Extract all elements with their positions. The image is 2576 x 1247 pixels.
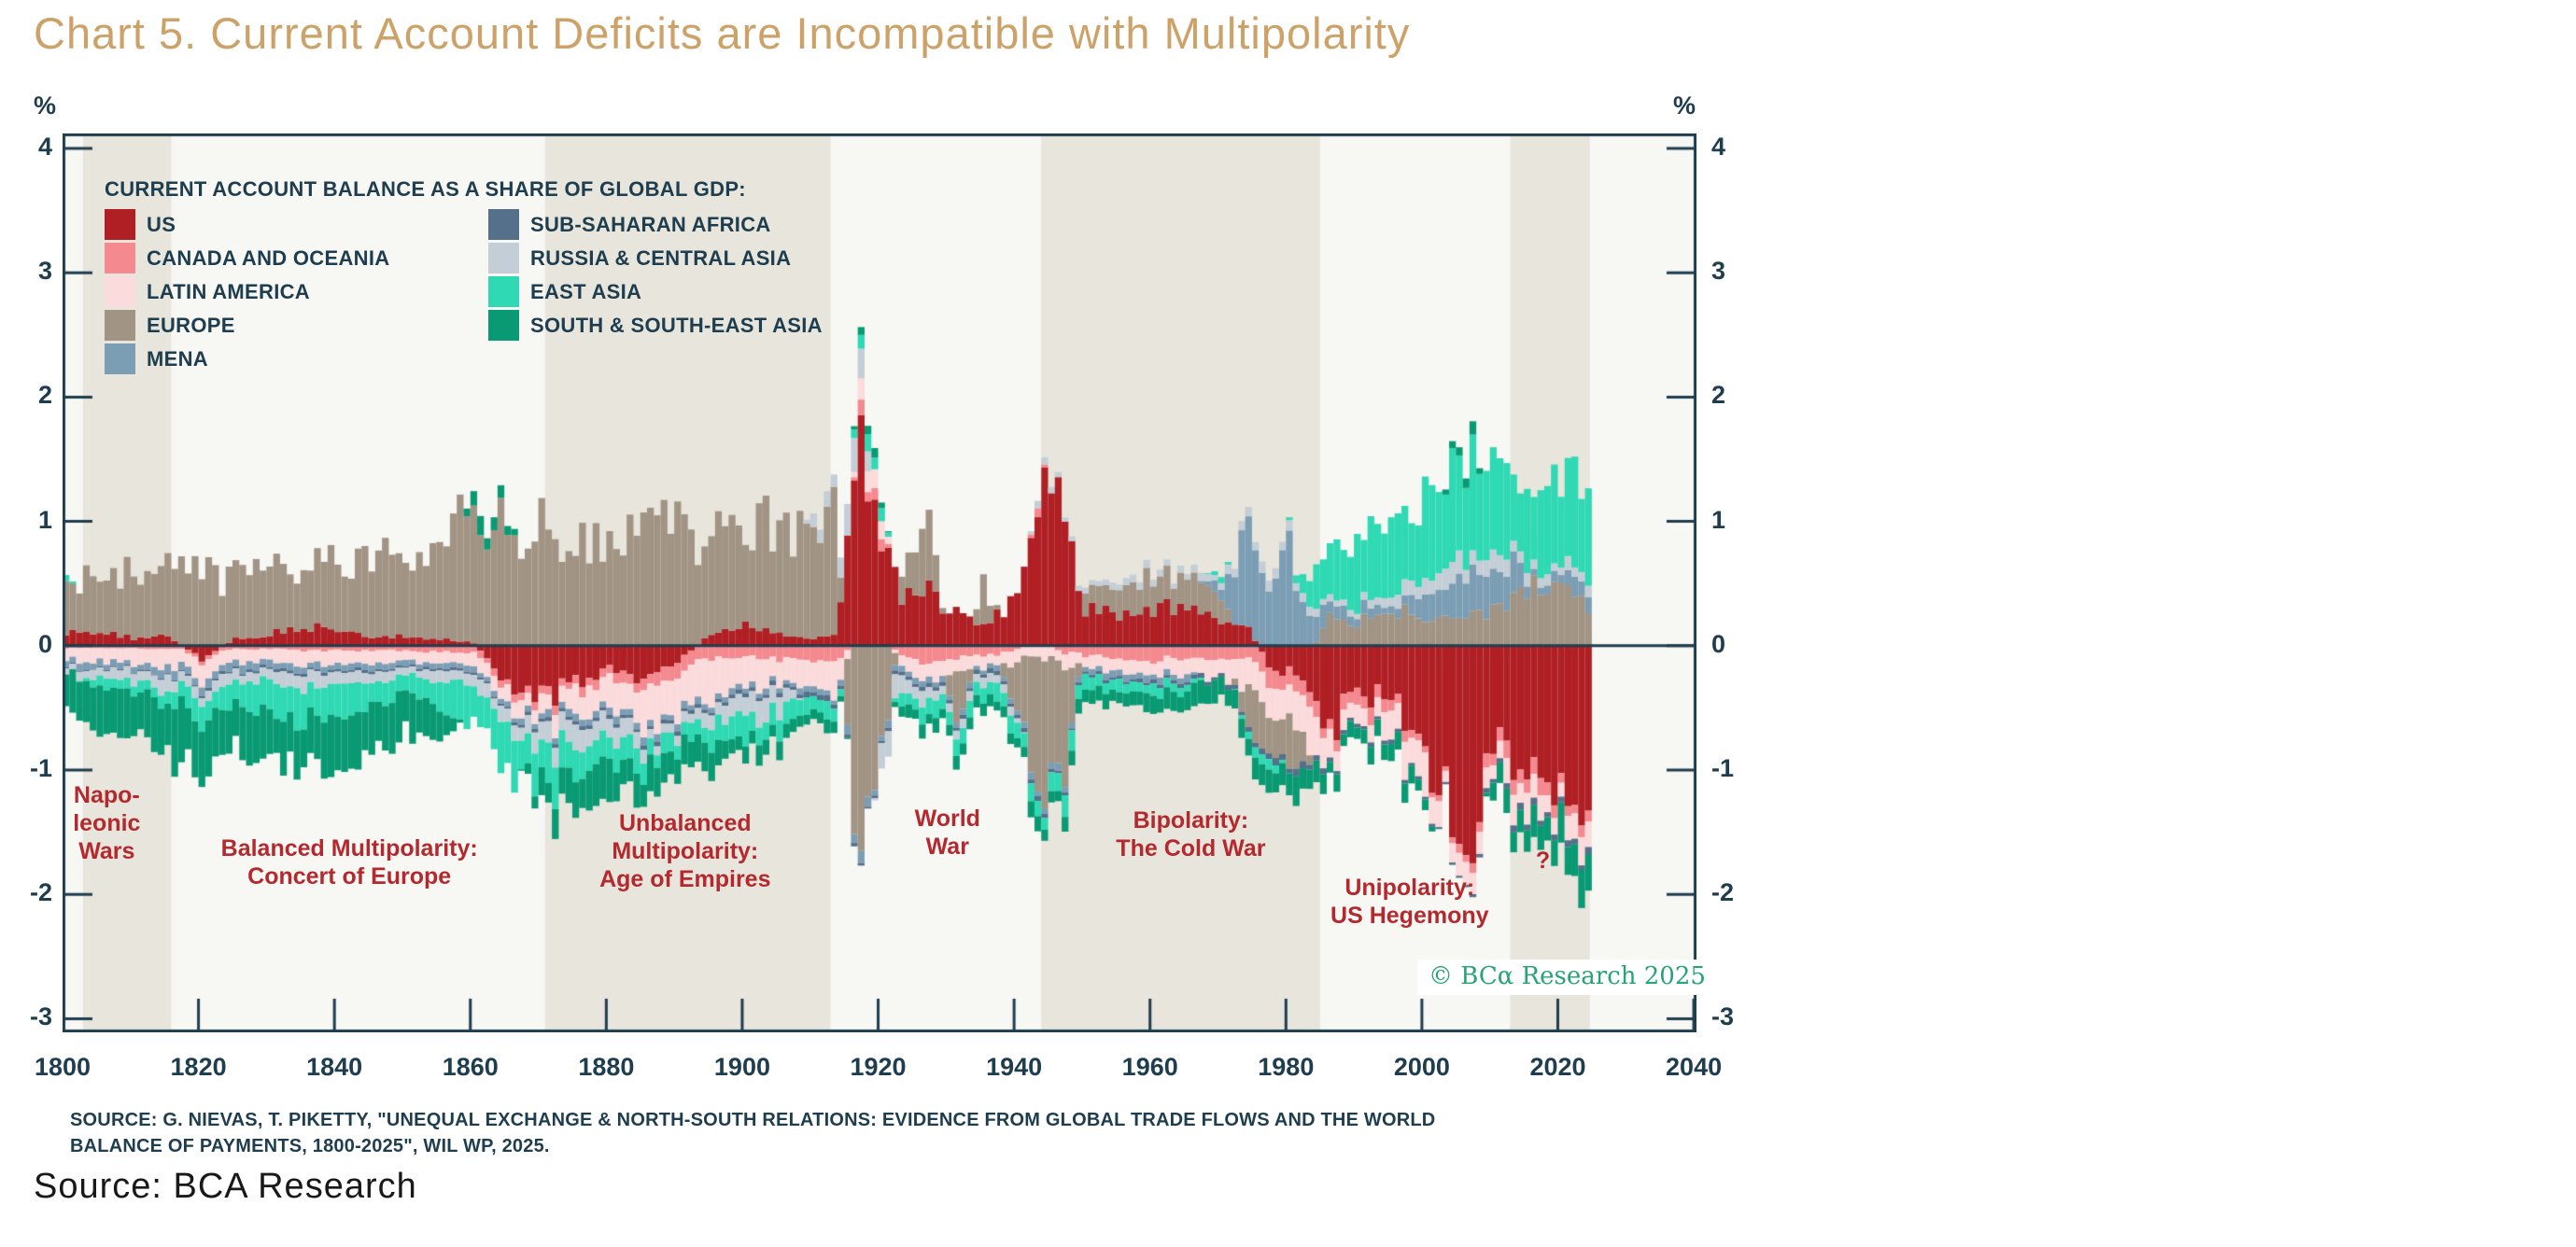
y-tick-label-right--3: -3	[1711, 1002, 1735, 1031]
legend-item-russia-central-asia: RUSSIA & CENTRAL ASIA	[488, 243, 791, 273]
legend-item-europe: EUROPE	[105, 310, 235, 341]
source-note: SOURCE: G. NIEVAS, T. PIKETTY, "UNEQUAL …	[70, 1107, 1435, 1159]
x-tick-label-1960: 1960	[1121, 1053, 1178, 1081]
y-tick-label-left--3: -3	[29, 1002, 52, 1031]
y-tick-label-left-0: 0	[37, 629, 52, 658]
legend-label: MENA	[147, 346, 208, 371]
era-annotation-line: Balanced Multipolarity:	[220, 834, 478, 862]
legend-label: US	[147, 212, 176, 236]
x-tick-label-1800: 1800	[34, 1053, 91, 1081]
era-annotation-3: World War	[752, 805, 1144, 861]
era-annotation-1: Balanced Multipolarity: Concert of Europe	[153, 834, 545, 890]
legend-swatch	[488, 276, 519, 307]
stacked-bar-chart-canvas	[63, 133, 1696, 1032]
y-axis-unit-right: %	[1673, 91, 1696, 119]
legend-label: RUSSIA & CENTRAL ASIA	[530, 245, 792, 270]
legend-label: EUROPE	[147, 313, 235, 337]
x-tick-label-1920: 1920	[850, 1053, 907, 1081]
era-annotation-line: Wars	[78, 838, 135, 865]
footer-source-text: Source: BCA Research	[34, 1167, 417, 1206]
legend-item-us: US	[105, 209, 176, 240]
legend-label: LATIN AMERICA	[147, 279, 310, 303]
x-tick-label-2000: 2000	[1393, 1053, 1450, 1081]
legend-swatch	[105, 243, 135, 273]
y-tick-label-right-4: 4	[1711, 132, 1726, 161]
source-note-line2: BALANCE OF PAYMENTS, 1800-2025", WIL WP,…	[70, 1136, 550, 1156]
y-tick-label-left-1: 1	[37, 505, 52, 534]
source-note-line1: SOURCE: G. NIEVAS, T. PIKETTY, "UNEQUAL …	[70, 1110, 1436, 1130]
era-annotation-line: leonic	[73, 810, 141, 837]
y-tick-label-right--2: -2	[1711, 878, 1735, 907]
legend-swatch	[105, 343, 135, 374]
legend-label: SOUTH & SOUTH-EAST ASIA	[530, 313, 823, 337]
legend-swatch	[105, 276, 135, 307]
era-annotation-line: Concert of Europe	[247, 862, 452, 890]
legend-swatch	[105, 209, 135, 240]
y-tick-label-left--2: -2	[29, 878, 52, 907]
legend-swatch	[488, 310, 519, 341]
era-annotation-line: Unbalanced	[618, 809, 752, 836]
legend-item-latin-america: LATIN AMERICA	[105, 276, 310, 307]
x-tick-label-1900: 1900	[713, 1053, 770, 1081]
legend-label: SUB-SAHARAN AFRICA	[530, 212, 771, 236]
era-annotation-6: ?	[1346, 847, 1738, 875]
era-annotation-4: Bipolarity: The Cold War	[994, 806, 1387, 862]
era-annotation-line: World	[914, 805, 980, 832]
y-tick-label-right-0: 0	[1711, 629, 1726, 658]
era-annotation-line: Unipolarity:	[1344, 875, 1475, 902]
era-annotation-line: ?	[1535, 848, 1551, 875]
legend-item-south-south-east-asia: SOUTH & SOUTH-EAST ASIA	[488, 310, 823, 341]
y-tick-label-left-3: 3	[37, 257, 52, 286]
legend-item-east-asia: EAST ASIA	[488, 276, 641, 307]
y-tick-label-right-3: 3	[1711, 257, 1726, 286]
era-annotation-line: Napo-	[73, 782, 140, 809]
era-annotation-2: Unbalanced Multipolarity: Age of Empires	[489, 809, 881, 893]
chart-legend: CURRENT ACCOUNT BALANCE AS A SHARE OF GL…	[105, 177, 823, 374]
legend-item-sub-saharan-africa: SUB-SAHARAN AFRICA	[488, 209, 771, 240]
era-annotation-0: Napo-leonic Wars	[0, 781, 303, 865]
era-annotation-line: US Hegemony	[1330, 903, 1489, 930]
x-tick-label-1940: 1940	[986, 1053, 1043, 1081]
legend-label: EAST ASIA	[530, 279, 642, 303]
x-tick-label-2020: 2020	[1529, 1053, 1586, 1081]
era-annotation-line: Multipolarity:	[612, 837, 759, 864]
legend-item-mena: MENA	[105, 343, 208, 374]
legend-label: CANADA AND OCEANIA	[147, 245, 390, 270]
x-tick-label-2040: 2040	[1666, 1053, 1723, 1081]
y-axis-unit-left: %	[34, 91, 57, 119]
era-annotation-line: War	[925, 833, 969, 860]
copyright-watermark: © BCα Research 2025	[1417, 960, 1717, 995]
legend-title: CURRENT ACCOUNT BALANCE AS A SHARE OF GL…	[105, 177, 746, 201]
y-tick-label-right-1: 1	[1711, 505, 1726, 534]
y-tick-label-right--1: -1	[1711, 753, 1735, 782]
y-tick-label-right-2: 2	[1711, 381, 1726, 410]
era-annotation-line: The Cold War	[1116, 835, 1266, 862]
x-tick-label-1980: 1980	[1258, 1053, 1315, 1081]
era-annotation-5: Unipolarity: US Hegemony	[1214, 874, 1606, 930]
x-tick-label-1860: 1860	[442, 1053, 499, 1081]
era-annotation-line: Age of Empires	[599, 865, 771, 892]
y-tick-label-left-2: 2	[37, 381, 52, 410]
y-tick-label-left--1: -1	[29, 753, 52, 782]
legend-swatch	[488, 243, 519, 273]
page-title: Chart 5. Current Account Deficits are In…	[34, 8, 1411, 58]
legend-swatch	[488, 209, 519, 240]
x-tick-label-1820: 1820	[170, 1053, 227, 1081]
legend-item-canada-and-oceania: CANADA AND OCEANIA	[105, 243, 389, 273]
legend-swatch	[105, 310, 135, 341]
era-annotation-line: Bipolarity:	[1133, 807, 1249, 834]
x-tick-label-1840: 1840	[306, 1053, 363, 1081]
x-tick-label-1880: 1880	[578, 1053, 635, 1081]
y-tick-label-left-4: 4	[37, 132, 52, 161]
